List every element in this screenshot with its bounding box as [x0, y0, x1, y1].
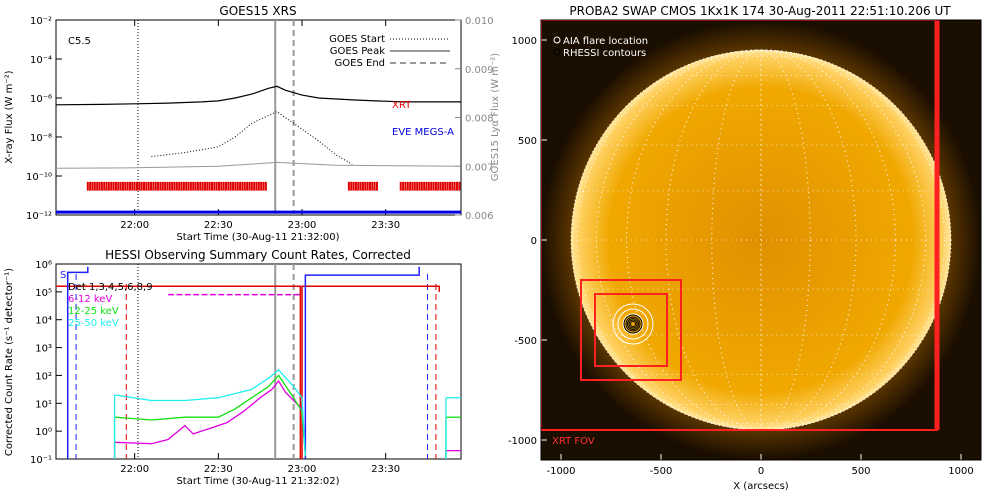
hessi-marks: 22:00 22:30 23:00 23:30 10⁻¹ 10⁰ 10¹ 10² 10³ 10⁴ 1… [30, 260, 461, 475]
legend-rhessi: RHESSI contours [563, 48, 646, 59]
goes-marks: 22:00 22:30 23:00 23:30 10⁻¹² 10⁻¹⁰ 10⁻⁸ 10⁻⁶ 10… [26, 16, 494, 231]
solar-longitude-line [665, 49, 857, 431]
hessi-series-12-25-kev [114, 374, 307, 457]
hessi-y-tick-label: 10⁶ [35, 260, 52, 271]
goes-series-ly- [55, 161, 462, 169]
hessi-y-tick-label: 10³ [35, 344, 52, 355]
swap-y-tick-label: 0 [531, 236, 537, 247]
goes-y2-tick-label: 0.010 [465, 16, 494, 27]
hessi-decimation-state [66, 266, 89, 459]
hessi-x-tick-label: 23:30 [371, 464, 400, 475]
legend-rhessi-marker [553, 48, 561, 56]
swap-title: PROBA2 SWAP CMOS 1Kx1K 174 30-Aug-2011 2… [569, 4, 951, 18]
xrt-label: XRT [392, 100, 412, 111]
swap-x-tick-label: -1000 [546, 466, 575, 477]
hessi-y-tick-label: 10² [35, 371, 52, 382]
hessi-series-25-50-kev [114, 369, 307, 457]
swap-image [541, 20, 981, 460]
rhessi-contour [625, 316, 641, 332]
hessi-xlabel: Start Time (30-Aug-11 21:32:02) [176, 476, 339, 487]
hessi-x-tick-label: 22:00 [120, 464, 149, 475]
goes-y-tick-label: 10⁻⁶ [30, 94, 52, 105]
goes-y-tick-label: 10⁻¹⁰ [26, 172, 52, 183]
goes-legend: GOES Start GOES Peak GOES End [329, 34, 450, 69]
hessi-attenuator-state [301, 285, 440, 459]
hessi-title: HESSI Observing Summary Count Rates, Cor… [105, 248, 411, 262]
swap-xlabel: X (arcsecs) [733, 481, 789, 492]
solar-limb [570, 49, 952, 431]
hessi-plot-frame [55, 263, 462, 460]
hessi-panel: HESSI Observing Summary Count Rates, Cor… [4, 248, 462, 487]
xrt-pointing-box [594, 293, 668, 367]
swap-x-tick-label: 0 [758, 466, 764, 477]
hessi-ylabel: Corrected Count Rate (s⁻¹ detector⁻¹) [4, 268, 15, 456]
goes-class-label: C5.5 [68, 36, 91, 47]
hessi-decimation-state [304, 266, 420, 459]
xrt-fov-label: XRT FOV [552, 436, 595, 447]
goes-series-goes-long [55, 85, 461, 106]
swap-y-tick-label: 1000 [512, 36, 537, 47]
goes-y-tick-label: 10⁻² [30, 16, 52, 27]
legend-goes-peak: GOES Peak [330, 46, 385, 57]
goes-xlabel: Start Time (30-Aug-11 21:32:00) [176, 232, 339, 243]
goes-x-tick-label: 23:30 [371, 220, 400, 231]
goes-y-tick-label: 10⁻¹² [26, 211, 52, 222]
rhessi-contour [623, 314, 643, 334]
hessi-y-tick-label: 10⁵ [35, 288, 52, 299]
goes-y-tick-label: 10⁻⁸ [30, 133, 52, 144]
goes-x-tick-label: 23:00 [288, 220, 317, 231]
hessi-y-tick-label: 10⁴ [35, 316, 52, 327]
swap-y-tick-label: -500 [514, 336, 537, 347]
goes-ylabel: X-ray Flux (W m⁻²) [4, 70, 15, 163]
goes-x-tick-label: 22:30 [204, 220, 233, 231]
legend-det: Det 1,3,4,5,6,8,9 [68, 282, 153, 293]
hessi-legend: Det 1,3,4,5,6,8,9 6-12 keV 12-25 keV 25-… [68, 282, 153, 329]
goes-y2-tick-label: 0.007 [465, 162, 494, 173]
legend-12-25: 12-25 keV [68, 306, 119, 317]
hessi-y-tick-label: 10⁻¹ [30, 455, 52, 466]
hessi-y-tick-label: 10¹ [35, 399, 52, 410]
aia-flare-location-ring [622, 313, 644, 335]
hessi-attenuator-state [56, 285, 302, 459]
goes-panel: GOES15 XRS 22:00 22:30 23:00 23:30 10⁻¹² 10⁻¹… [4, 4, 501, 243]
legend-aia-marker [553, 36, 561, 44]
swap-x-tick-label: 1000 [948, 466, 973, 477]
legend-6-12: 6-12 keV [68, 294, 112, 305]
eve-label: EVE MEGS-A [392, 127, 454, 138]
swap-x-tick-label: -500 [650, 466, 673, 477]
hessi-y-tick-label: 10⁰ [35, 427, 52, 438]
rhessi-contour [630, 321, 636, 327]
aia-flare-location-ring [617, 308, 649, 340]
goes-y-tick-label: 10⁻⁴ [30, 55, 52, 66]
goes-y2-tick-label: 0.009 [465, 65, 494, 76]
xrt-pointing-box [580, 279, 682, 381]
goes-title: GOES15 XRS [219, 4, 296, 18]
hessi-x-tick-label: 22:30 [204, 464, 233, 475]
goes-x-tick-label: 22:00 [120, 220, 149, 231]
legend-25-50: 25-50 keV [68, 318, 119, 329]
goes-y2-tick-label: 0.008 [465, 114, 494, 125]
hessi-series-6-12-kev [114, 379, 307, 457]
legend-goes-end: GOES End [335, 58, 385, 69]
rhessi-contour [628, 319, 638, 329]
rhessi-contour [627, 318, 639, 330]
hessi-corner-label: S [60, 270, 66, 281]
goes-y2-tick-label: 0.006 [465, 211, 494, 222]
swap-y-tick-label: 500 [518, 136, 537, 147]
swap-x-tick-label: 500 [851, 466, 870, 477]
legend-goes-start: GOES Start [329, 34, 385, 45]
goes-y2label: GOES15 Lyα Flux (W m⁻²) [490, 53, 501, 181]
aia-flare-location-ring [612, 303, 654, 345]
swap-y-tick-label: -1000 [508, 436, 537, 447]
swap-panel: PROBA2 SWAP CMOS 1Kx1K 174 30-Aug-2011 2… [508, 4, 982, 492]
goes-series-goes-short [151, 111, 353, 165]
hessi-x-tick-label: 23:00 [288, 464, 317, 475]
legend-aia: AIA flare location [563, 36, 648, 47]
swap-marks [541, 20, 962, 460]
swap-frame [540, 19, 982, 461]
